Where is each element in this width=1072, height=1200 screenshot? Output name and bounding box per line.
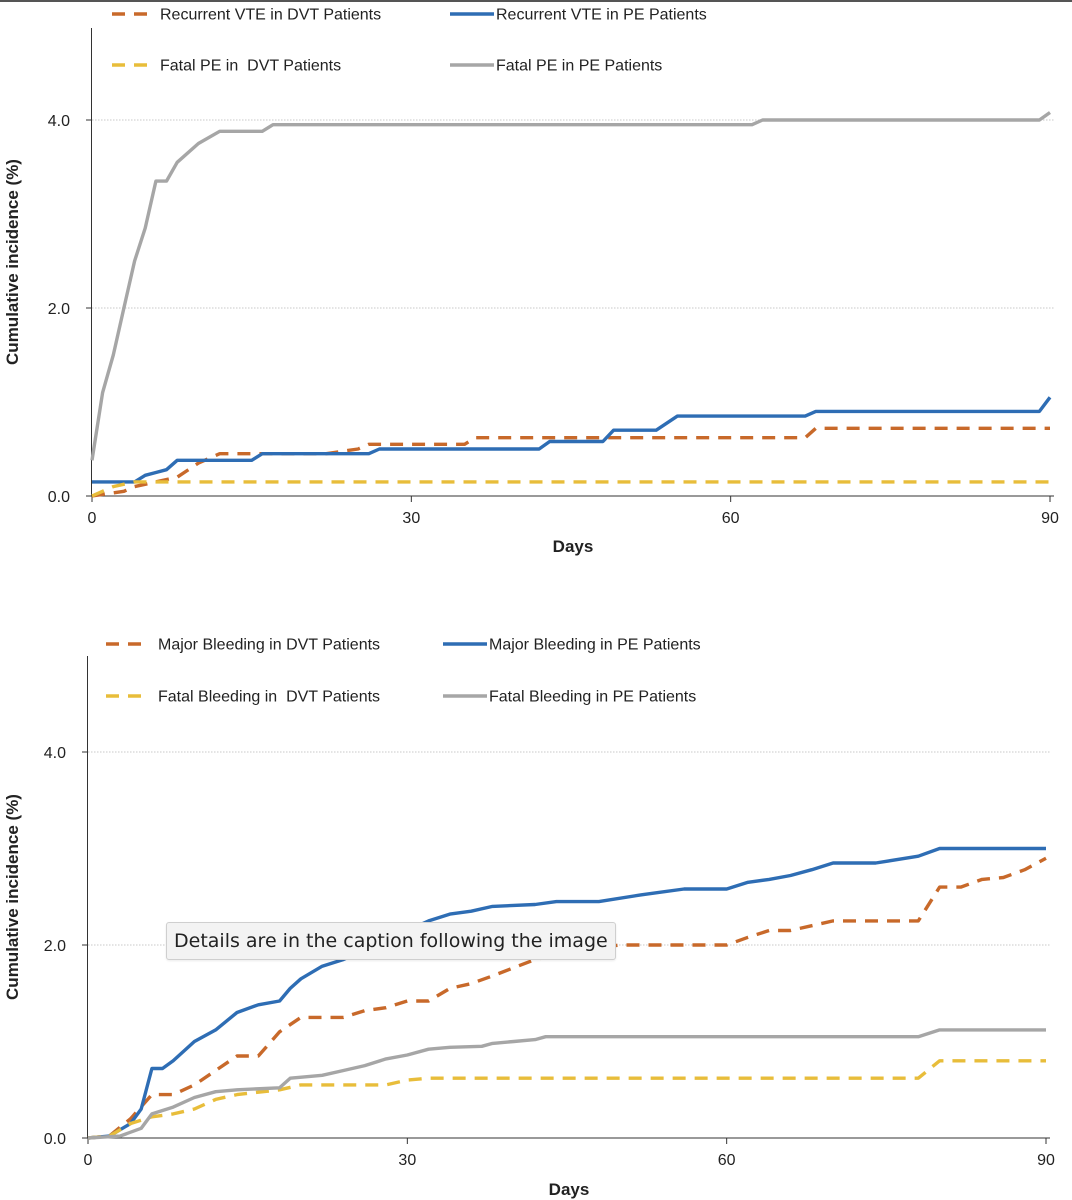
- series-line-1: [91, 426, 1050, 498]
- x-tick-label: 30: [402, 510, 420, 527]
- x-axis-label: Days: [553, 537, 594, 556]
- x-axis-label: Days: [549, 1180, 590, 1199]
- y-tick-label: 2.0: [48, 301, 70, 318]
- x-tick-label: 60: [722, 510, 740, 527]
- top-border: [0, 0, 1072, 2]
- caption-note-tooltip: Details are in the caption following the…: [166, 922, 616, 960]
- chart-panel-1: 0.0 2.0 4.0 0 30 60 90 Days Cumulative incidence…: [3, 7, 1059, 557]
- y-tick-label: 0.0: [48, 489, 70, 506]
- series-line-2: [87, 846, 1046, 1140]
- legend-label-2: Major Bleeding in PE Patients: [489, 637, 701, 654]
- x-tick-label: 90: [1037, 1152, 1055, 1169]
- series-line-4: [90, 111, 1051, 461]
- legend-label-1: Major Bleeding in DVT Patients: [158, 637, 380, 654]
- legend-label-4: Fatal PE in PE Patients: [496, 58, 662, 75]
- x-tick-label: 60: [718, 1152, 736, 1169]
- y-tick-label: 0.0: [44, 1131, 66, 1148]
- x-tick-label: 30: [398, 1152, 416, 1169]
- series-line-2: [92, 396, 1052, 484]
- y-axis-label: Cumulative incidence (%): [3, 159, 22, 365]
- legend-label-4: Fatal Bleeding in PE Patients: [489, 689, 696, 706]
- legend-label-1: Recurrent VTE in DVT Patients: [160, 7, 381, 24]
- y-axis-label: Cumulative incidence (%): [3, 794, 22, 1000]
- legend-label-2: Recurrent VTE in PE Patients: [496, 7, 707, 24]
- x-tick-label: 0: [84, 1152, 93, 1169]
- x-tick-label: 0: [88, 510, 97, 527]
- series-line-4: [87, 1028, 1046, 1140]
- x-tick-label: 90: [1041, 510, 1059, 527]
- series-line-1: [87, 856, 1047, 1140]
- legend-label-3: Fatal PE in DVT Patients: [160, 58, 341, 75]
- y-tick-label: 4.0: [48, 113, 70, 130]
- y-tick-label: 4.0: [44, 745, 66, 762]
- y-tick-label: 2.0: [44, 938, 66, 955]
- chart-panel-2: 0.0 2.0 4.0 0 30 60 90 Days Cumulative incidence…: [3, 637, 1055, 1200]
- series-line-3: [87, 1059, 1046, 1140]
- legend-label-3: Fatal Bleeding in DVT Patients: [158, 689, 380, 706]
- series-line-3: [91, 480, 1050, 498]
